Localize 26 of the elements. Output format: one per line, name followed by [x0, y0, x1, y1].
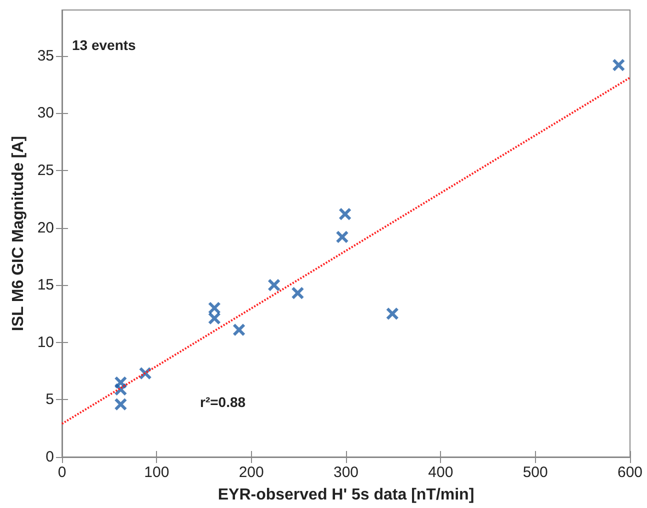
x-axis-title: EYR-observed H' 5s data [nT/min] — [218, 486, 474, 504]
y-tick-label: 15 — [37, 276, 54, 294]
point — [336, 230, 349, 244]
point — [232, 323, 246, 336]
point — [386, 307, 399, 320]
point — [338, 208, 352, 221]
annotation: 13 events — [72, 37, 136, 53]
point — [268, 278, 281, 292]
point — [291, 286, 304, 300]
x-tick-label: 400 — [428, 464, 454, 481]
annotation: r²=0.88 — [200, 394, 246, 410]
y-tick-label: 0 — [46, 448, 54, 466]
y-tick-label: 30 — [37, 104, 54, 122]
x-tick-label: 600 — [617, 464, 643, 481]
x-tick-label: 300 — [333, 464, 359, 481]
x-tick-label: 100 — [144, 464, 170, 481]
x-tick-label: 0 — [58, 464, 66, 481]
y-tick-label: 5 — [46, 391, 54, 408]
y-tick-label: 10 — [37, 334, 54, 351]
x-tick-label: 200 — [238, 464, 264, 481]
y-axis-title: ISL M6 GIC Magnitude [A] — [10, 136, 27, 332]
y-tick-label: 35 — [37, 47, 54, 64]
y-tick-label: 25 — [37, 162, 54, 179]
point — [612, 58, 626, 72]
x-tick-label: 500 — [522, 464, 548, 481]
y-tick-label: 20 — [37, 219, 54, 236]
